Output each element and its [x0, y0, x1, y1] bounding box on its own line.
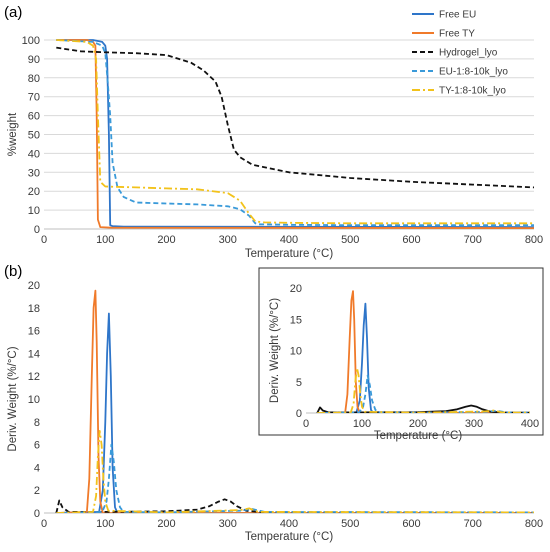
x-tick-label: 500: [341, 234, 359, 246]
series-line-hydrogel-lyo: [56, 46, 534, 189]
x-tick-label: 0: [41, 234, 47, 246]
y-tick-label: 70: [28, 92, 40, 104]
x-tick-label: 200: [157, 234, 175, 246]
series-line-free-ty: [56, 289, 534, 513]
series-line-free-eu: [317, 302, 530, 413]
x-tick-label: 800: [525, 518, 543, 530]
legend-label: TY-1:8-10k_lyo: [439, 86, 506, 97]
x-tick-label: 600: [402, 234, 420, 246]
y-axis-title: Deriv. Weight (%/°C): [269, 298, 281, 403]
legend-label: EU-1:8-10k_lyo: [439, 67, 508, 78]
x-tick-label: 700: [464, 518, 482, 530]
x-tick-label: 300: [465, 418, 483, 430]
series-line-ty-1-8-10k-lyo: [56, 39, 534, 225]
series-line-free-ty: [317, 290, 530, 413]
x-tick-label: 400: [280, 234, 298, 246]
x-axis-title: Temperature (°C): [245, 248, 333, 260]
y-tick-label: 40: [28, 148, 40, 160]
y-tick-label: 0: [34, 508, 40, 520]
x-tick-label: 700: [464, 234, 482, 246]
legend-label: Free EU: [439, 10, 476, 21]
x-tick-label: 300: [219, 518, 237, 530]
x-tick-label: 400: [280, 518, 298, 530]
y-tick-label: 0: [296, 408, 302, 420]
y-tick-label: 30: [28, 167, 40, 179]
x-tick-label: 100: [96, 234, 114, 246]
y-tick-label: 2: [34, 485, 40, 497]
y-tick-label: 10: [290, 346, 302, 358]
y-tick-label: 8: [34, 417, 40, 429]
series-line-free-ty: [56, 39, 534, 229]
y-tick-label: 20: [290, 283, 302, 295]
panel-a-label: (a): [4, 4, 22, 21]
y-tick-label: 100: [22, 35, 40, 47]
series-line-eu-1-8-10k-lyo: [56, 443, 534, 513]
y-tick-label: 80: [28, 73, 40, 85]
series-line-eu-1-8-10k-lyo: [56, 39, 534, 227]
y-tick-label: 10: [28, 205, 40, 217]
x-tick-label: 800: [525, 234, 543, 246]
inset-frame: [258, 267, 544, 436]
y-tick-label: 50: [28, 130, 40, 142]
x-tick-label: 100: [353, 418, 371, 430]
x-tick-label: 200: [157, 518, 175, 530]
y-tick-label: 90: [28, 54, 40, 66]
y-tick-label: 20: [28, 280, 40, 292]
panel-b-label: (b): [4, 263, 22, 280]
chart-a-tga: 0 10 20 30 40 50 60 70 80 90 100 0 100 200 300 400 500 60…: [7, 10, 543, 261]
y-tick-label: 60: [28, 111, 40, 123]
series-line-eu-1-8-10k-lyo: [317, 374, 530, 413]
legend-label: Hydrogel_lyo: [439, 48, 498, 59]
x-tick-label: 0: [303, 418, 309, 430]
y-tick-label: 18: [28, 303, 40, 315]
y-tick-label: 5: [296, 377, 302, 389]
series-line-hydrogel-lyo: [55, 498, 534, 513]
series-line-ty-1-8-10k-lyo: [56, 429, 534, 513]
x-tick-label: 600: [402, 518, 420, 530]
series-line-free-eu: [56, 312, 534, 513]
y-tick-label: 16: [28, 326, 40, 338]
y-tick-label: 15: [290, 314, 302, 326]
y-tick-label: 4: [34, 462, 40, 474]
x-axis-title: Temperature (°C): [374, 430, 462, 442]
x-tick-label: 100: [96, 518, 114, 530]
x-tick-label: 0: [41, 518, 47, 530]
y-tick-label: 6: [34, 440, 40, 452]
y-tick-label: 14: [28, 348, 40, 360]
x-axis-title: Temperature (°C): [245, 531, 333, 543]
y-tick-label: 10: [28, 394, 40, 406]
x-tick-label: 500: [341, 518, 359, 530]
y-tick-label: 20: [28, 186, 40, 198]
y-tick-label: 12: [28, 371, 40, 383]
legend-label: Free TY: [439, 29, 475, 40]
x-tick-label: 400: [521, 418, 539, 430]
y-axis-title: %weight: [7, 112, 19, 156]
x-tick-label: 300: [219, 234, 237, 246]
y-tick-label: 0: [34, 224, 40, 236]
x-tick-label: 200: [409, 418, 427, 430]
y-axis-title: Deriv. Weight (%/°C): [7, 346, 19, 451]
